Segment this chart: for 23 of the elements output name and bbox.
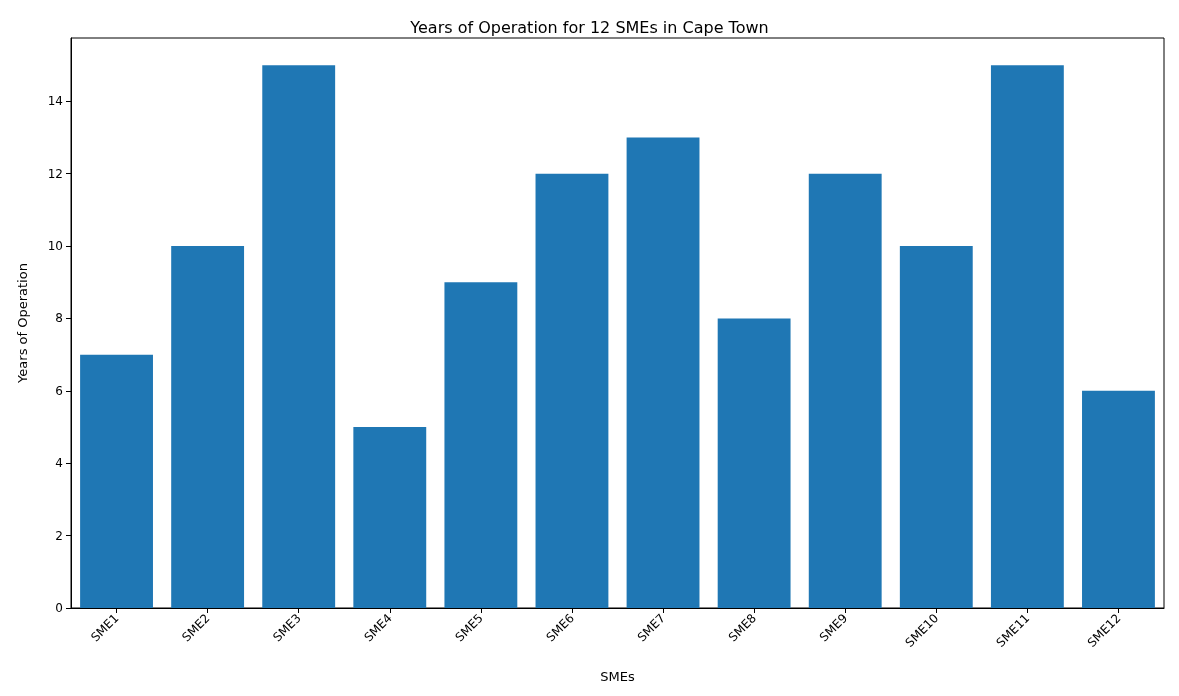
bar (808, 173, 882, 608)
bar (353, 427, 427, 608)
bar (626, 137, 700, 608)
bar (80, 354, 153, 608)
x-axis-title: SMEs (600, 669, 635, 684)
y-tick-label: 4 (55, 456, 63, 471)
y-tick-label: 8 (55, 311, 63, 326)
y-tick-label: 10 (47, 239, 63, 254)
y-tick-label: 14 (47, 94, 63, 109)
chart-title: Years of Operation for 12 SMEs in Cape Town (409, 17, 769, 37)
bar (717, 318, 791, 608)
bar (535, 173, 609, 608)
bar (990, 65, 1064, 608)
y-tick-label: 6 (55, 383, 63, 398)
y-axis-title: Years of Operation (15, 263, 30, 384)
y-tick-label: 2 (55, 528, 63, 543)
bar (171, 246, 245, 608)
bar (262, 65, 336, 608)
y-tick-label: 0 (55, 601, 63, 615)
y-tick-label: 12 (47, 166, 63, 181)
bar (444, 282, 518, 608)
bar (899, 246, 973, 608)
bar (1082, 390, 1155, 608)
